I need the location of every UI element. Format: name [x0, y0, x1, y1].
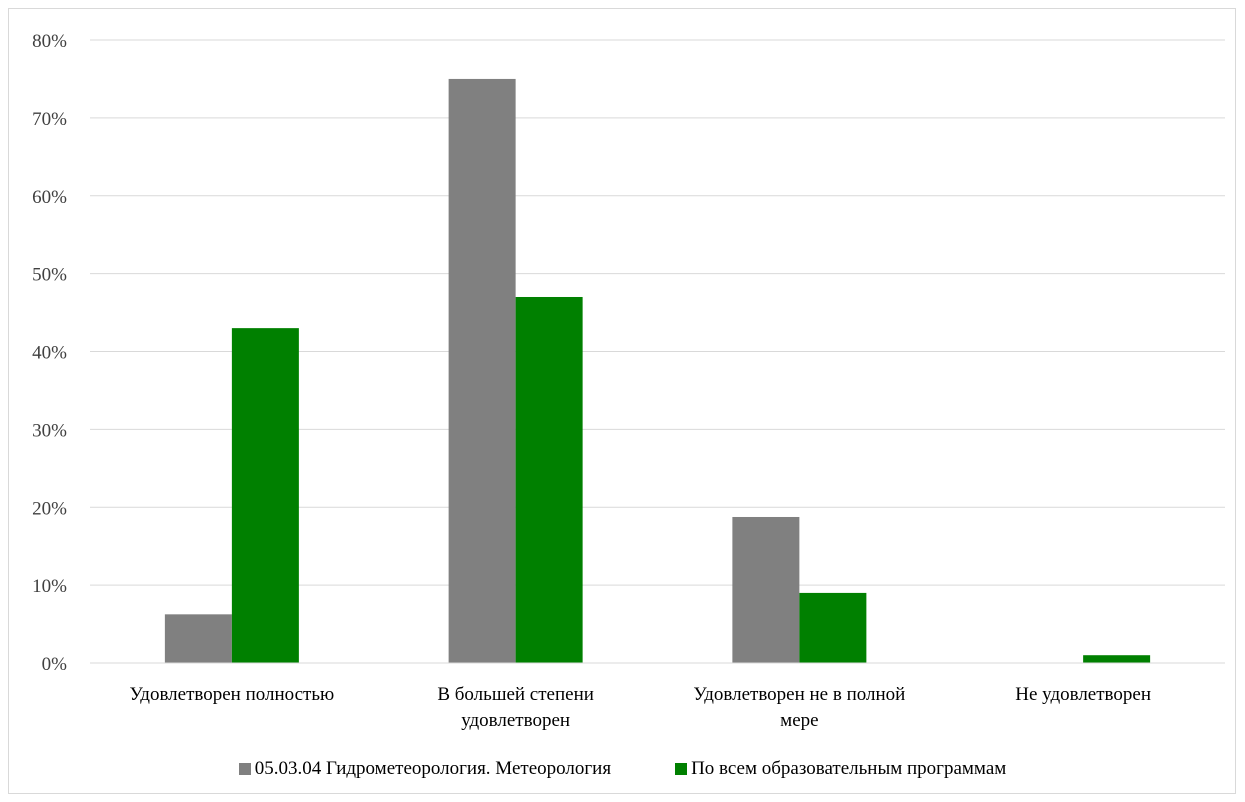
bar-series-2-cat-3 — [799, 592, 867, 663]
legend-item-series-2: По всем образовательным программам — [675, 758, 1006, 780]
bar-series-2-cat-2 — [515, 296, 583, 663]
y-tick-label: 0% — [42, 654, 68, 675]
bars — [164, 78, 1151, 663]
y-axis-tick-labels: 0% 10% 20% 30% 40% 50% 60% 70% 80% — [32, 31, 67, 675]
legend-swatch-series-2 — [675, 763, 688, 775]
legend-label-series-2: По всем образовательным программам — [691, 758, 1007, 779]
bar-series-1-cat-3 — [732, 516, 800, 663]
bar-series-2-cat-4 — [1083, 655, 1151, 663]
y-tick-label: 10% — [32, 576, 67, 597]
bar-series-1-cat-1 — [164, 614, 232, 663]
y-tick-label: 60% — [32, 187, 67, 208]
legend: 05.03.04 Гидрометеорология. Метеорология… — [0, 758, 1245, 780]
y-tick-label: 30% — [32, 420, 67, 441]
x-category-label: Не удовлетворен — [1015, 684, 1151, 705]
x-category-label: Удовлетворен полностью — [130, 684, 335, 705]
y-tick-label: 50% — [32, 265, 67, 286]
bar-series-2-cat-1 — [231, 328, 299, 663]
bar-series-1-cat-2 — [448, 78, 516, 663]
y-tick-label: 70% — [32, 109, 67, 130]
legend-label-series-1: 05.03.04 Гидрометеорология. Метеорология — [254, 758, 612, 779]
x-category-label: В большей степени удовлетворен — [437, 684, 594, 731]
y-tick-label: 40% — [32, 343, 67, 364]
y-tick-label: 20% — [32, 498, 67, 519]
legend-item-series-1: 05.03.04 Гидрометеорология. Метеорология — [238, 758, 612, 780]
x-category-label: Удовлетворен не в полной мере — [693, 684, 905, 731]
x-axis-category-labels: Удовлетворен полностью В большей степени у… — [130, 684, 1152, 731]
y-tick-label: 80% — [32, 31, 67, 52]
legend-swatch-series-1 — [238, 763, 251, 775]
